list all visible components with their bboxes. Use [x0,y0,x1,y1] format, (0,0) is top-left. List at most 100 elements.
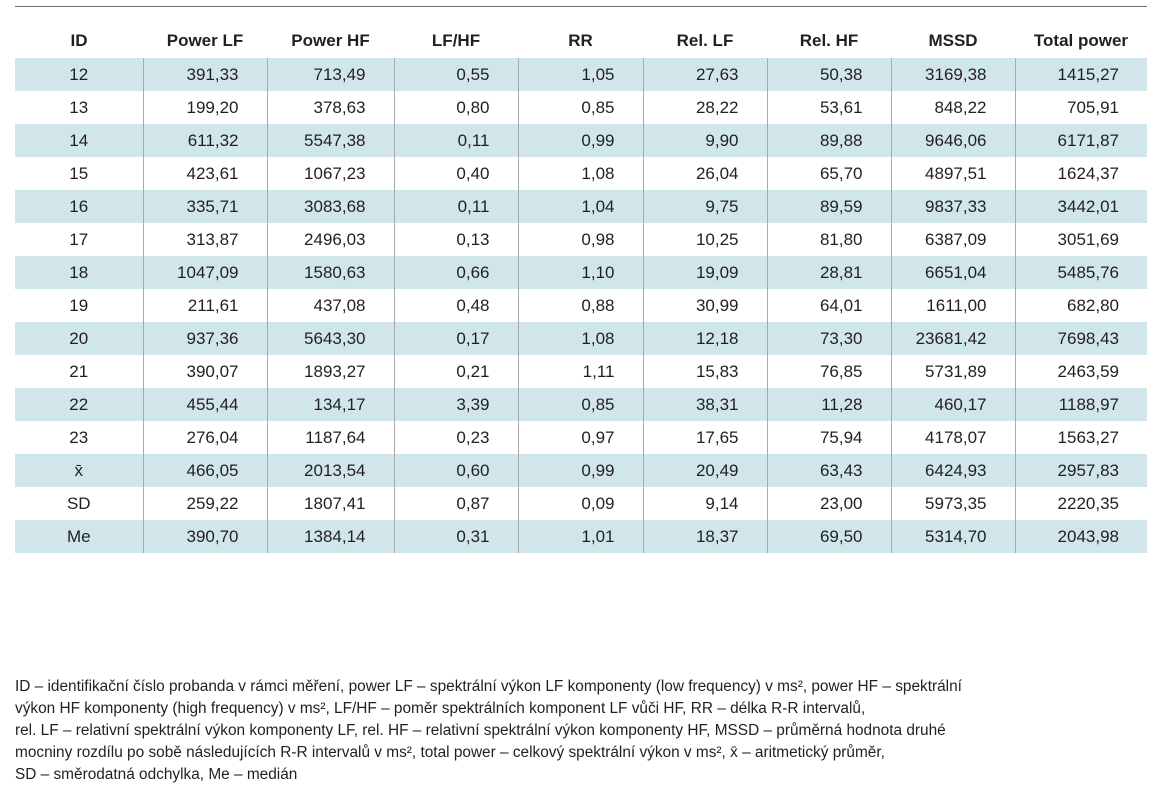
table-cell: 0,31 [393,520,518,553]
table-row: 19 211,61 437,08 0,48 0,88 30,99 64,01 1611,00 6… [15,289,1147,322]
table-row: 17 313,87 2496,03 0,13 0,98 10,25 81,80 6387,09… [15,223,1147,256]
table-cell: 5643,30 [266,322,394,355]
table-cell: 6171,87 [1014,124,1147,157]
table-cell: 276,04 [142,421,267,454]
table-cell: 2043,98 [1014,520,1147,553]
table-cell: 6387,09 [890,223,1015,256]
row-id-cell: 15 [15,157,143,190]
table-cell: 455,44 [142,388,267,421]
row-id-cell: 22 [15,388,143,421]
row-id-cell: Me [15,520,143,553]
table-cell: 1624,37 [1014,157,1147,190]
table-cell: 2957,83 [1014,454,1147,487]
table-cell: 1384,14 [266,520,394,553]
table-row: 23 276,04 1187,64 0,23 0,97 17,65 75,94 4178,07… [15,421,1147,454]
table-row: x̄ 466,05 2013,54 0,60 0,99 20,49 63,43 6424,93… [15,454,1147,487]
table-row: 20 937,36 5643,30 0,17 1,08 12,18 73,30 23681,4… [15,322,1147,355]
table-cell: 27,63 [642,58,767,91]
table-cell: 5973,35 [890,487,1015,520]
column-header: Total power [1033,30,1129,50]
footnote-line: mocniny rozdílu po sobě následujících R-… [15,744,885,761]
row-id-cell: 19 [15,289,143,322]
table-cell: 0,87 [393,487,518,520]
table-cell: 3051,69 [1014,223,1147,256]
table-cell: 6651,04 [890,256,1015,289]
table-cell: 1580,63 [266,256,394,289]
row-id-cell: 14 [15,124,143,157]
table-cell: 0,88 [517,289,643,322]
table-cell: 0,97 [517,421,643,454]
table-cell: 15,83 [642,355,767,388]
table-cell: 28,81 [766,256,891,289]
table-cell: 1893,27 [266,355,394,388]
table-row: 15 423,61 1067,23 0,40 1,08 26,04 65,70 4897,51… [15,157,1147,190]
table-cell: 390,70 [142,520,267,553]
table-cell: 2463,59 [1014,355,1147,388]
row-id-cell: 20 [15,322,143,355]
row-id-cell: SD [15,487,143,520]
table-cell: 2220,35 [1014,487,1147,520]
row-id-cell: 12 [15,58,143,91]
table-cell: 1187,64 [266,421,394,454]
table-cell: 28,22 [642,91,767,124]
table-cell: 9,75 [642,190,767,223]
table-row: 22 455,44 134,17 3,39 0,85 38,31 11,28 460,17 11… [15,388,1147,421]
table-cell: 0,66 [393,256,518,289]
table-cell: 10,25 [642,223,767,256]
table-cell: 9837,33 [890,190,1015,223]
footnote-line: ID – identifikační číslo probanda v rámc… [15,678,962,695]
table-cell: 1,08 [517,157,643,190]
table-row: 21 390,07 1893,27 0,21 1,11 15,83 76,85 5731,89… [15,355,1147,388]
table-body: 12 391,33 713,49 0,55 1,05 27,63 50,38 3169,38 1… [15,58,1147,553]
table-cell: 391,33 [142,58,267,91]
table-cell: 0,85 [517,388,643,421]
column-header: Rel. HF [799,30,859,50]
table-cell: 5314,70 [890,520,1015,553]
table-cell: 23,00 [766,487,891,520]
table-cell: 0,09 [517,487,643,520]
footnote-line: výkon HF komponenty (high frequency) v m… [15,700,866,717]
table-cell: 0,99 [517,124,643,157]
table-cell: 75,94 [766,421,891,454]
row-id-cell: 13 [15,91,143,124]
row-id-cell: 18 [15,256,143,289]
table-cell: 313,87 [142,223,267,256]
table-cell: 390,07 [142,355,267,388]
table-row: 16 335,71 3083,68 0,11 1,04 9,75 89,59 9837,33 3… [15,190,1147,223]
table-cell: 2013,54 [266,454,394,487]
table-cell: 713,49 [266,58,394,91]
table-cell: 1,05 [517,58,643,91]
table-cell: 460,17 [890,388,1015,421]
table-cell: 4897,51 [890,157,1015,190]
column-header: MSSD [928,30,978,50]
table-cell: 1188,97 [1014,388,1147,421]
table-cell: 0,60 [393,454,518,487]
table-cell: 18,37 [642,520,767,553]
column-header: LF/HF [431,30,481,50]
table-footnote: ID – identifikační číslo probanda v rámc… [15,676,1155,786]
table-cell: 335,71 [142,190,267,223]
footnote-line: rel. LF – relativní spektrální výkon kom… [15,722,946,739]
table-cell: 3169,38 [890,58,1015,91]
row-id-cell: x̄ [15,454,143,487]
column-header: ID [70,30,88,50]
table-cell: 50,38 [766,58,891,91]
table-cell: 211,61 [142,289,267,322]
table-cell: 0,21 [393,355,518,388]
table-cell: 26,04 [642,157,767,190]
table-cell: 9646,06 [890,124,1015,157]
table-cell: 937,36 [142,322,267,355]
table-cell: 3083,68 [266,190,394,223]
hrv-data-table: ID Power LF Power HF LF/HF RR Rel. LF Rel. HF M… [15,23,1147,553]
table-row: 12 391,33 713,49 0,55 1,05 27,63 50,38 3169,38 1… [15,58,1147,91]
column-header: Rel. LF [676,30,734,50]
table-cell: 0,98 [517,223,643,256]
table-row: 14 611,32 5547,38 0,11 0,99 9,90 89,88 9646,06 6… [15,124,1147,157]
table-cell: 9,14 [642,487,767,520]
table-row: Me 390,70 1384,14 0,31 1,01 18,37 69,50 5314,70… [15,520,1147,553]
header-row: ID Power LF Power HF LF/HF RR Rel. LF Rel. HF M… [15,23,1147,58]
table-cell: 1067,23 [266,157,394,190]
table-cell: 19,09 [642,256,767,289]
table-cell: 3442,01 [1014,190,1147,223]
row-id-cell: 23 [15,421,143,454]
